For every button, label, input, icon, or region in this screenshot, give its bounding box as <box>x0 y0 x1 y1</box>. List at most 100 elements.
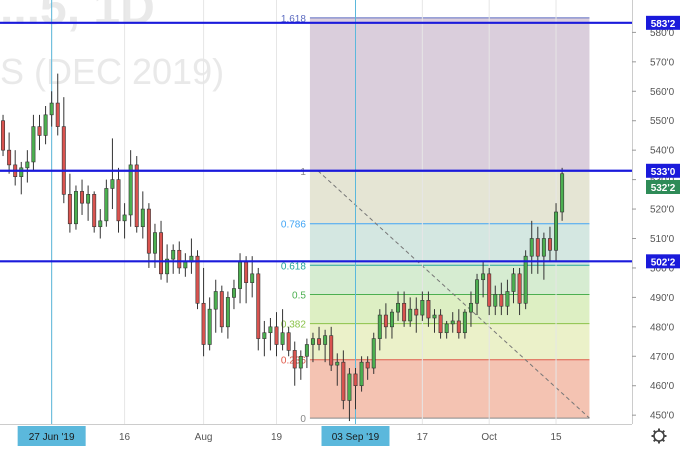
candle-down <box>383 314 388 328</box>
candle-up <box>165 258 170 275</box>
candle-down <box>256 273 261 339</box>
fib-zone <box>309 223 590 266</box>
x-tick-label: 17 <box>417 432 429 443</box>
fib-trend-line <box>317 170 590 419</box>
x-tick-label: Aug <box>195 432 213 443</box>
candle-up <box>280 332 285 345</box>
candle-down <box>146 208 151 254</box>
candle-down <box>92 194 97 228</box>
fib-level-label: 0.5 <box>292 290 306 301</box>
x-tick-label: 27 Jun '19 <box>29 432 75 443</box>
fib-level-label: 1 <box>300 167 306 178</box>
candle-down <box>195 255 200 304</box>
candle-up <box>560 173 565 213</box>
candle-down <box>67 194 72 225</box>
fib-level-label: 1.618 <box>281 14 306 25</box>
y-tick-label: 490'0 <box>650 293 675 304</box>
candle-up <box>104 188 109 222</box>
candle-down <box>177 249 182 269</box>
candle-up <box>43 114 48 136</box>
candle-down <box>517 273 522 304</box>
candle-up <box>468 302 473 313</box>
candle-up <box>152 232 157 254</box>
fib-zone <box>309 170 590 224</box>
candle-down <box>547 238 552 251</box>
candle-down <box>134 164 139 228</box>
price-axis-background <box>632 0 680 448</box>
candle-down <box>414 308 419 316</box>
candle-down <box>37 126 42 136</box>
candle-down <box>244 261 249 283</box>
candle-up <box>250 273 255 283</box>
price-tag-background <box>646 254 680 269</box>
candle-down <box>201 302 206 345</box>
fib-level-label: 0.618 <box>281 261 306 272</box>
fib-level-label: 0.382 <box>281 320 306 331</box>
x-tick-label: 16 <box>119 432 131 443</box>
candle-down <box>159 232 164 275</box>
fib-zone <box>309 294 590 324</box>
candle-up <box>408 308 413 322</box>
candle-up <box>225 297 230 328</box>
candle-down <box>499 294 504 307</box>
candle-down <box>365 361 370 369</box>
candle-down <box>61 126 66 195</box>
candle-up <box>475 279 480 304</box>
candle-up <box>347 373 352 401</box>
candle-up <box>554 211 559 251</box>
y-tick-label: 460'0 <box>650 381 675 392</box>
y-tick-label: 550'0 <box>650 116 675 127</box>
watermark-symbol-text: ...5, 1D <box>0 0 155 35</box>
candle-up <box>310 338 315 345</box>
candle-up <box>462 311 467 334</box>
candle-down <box>487 273 492 307</box>
horizontal-lines-layer <box>0 21 680 263</box>
y-tick-label: 580'0 <box>650 28 675 39</box>
candle-up <box>444 323 449 334</box>
gear-tooth <box>652 438 657 443</box>
candle-up <box>420 300 425 316</box>
gear-icon[interactable] <box>651 428 667 444</box>
y-tick-label: 520'0 <box>650 205 675 216</box>
candle-up <box>371 338 376 369</box>
candle-up <box>450 320 455 325</box>
watermark-contract-text: S (DEC 2019) <box>0 51 224 92</box>
candle-down <box>341 361 346 401</box>
candle-up <box>122 214 127 222</box>
candle-up <box>304 344 309 357</box>
candle-down <box>329 335 334 366</box>
time-label-highlight <box>17 426 86 446</box>
candle-up <box>98 220 103 228</box>
candle-up <box>25 161 30 169</box>
gear-tooth <box>661 429 666 434</box>
candle-up <box>86 194 91 204</box>
candle-down <box>1 120 6 151</box>
candle-down <box>80 191 85 204</box>
candle-down <box>402 302 407 322</box>
candle-up <box>541 238 546 257</box>
candle-up <box>529 238 534 257</box>
candle-down <box>7 149 12 166</box>
candle-up <box>183 261 188 269</box>
candle-down <box>286 332 291 351</box>
candle-up <box>481 273 486 281</box>
gear-tooth <box>652 429 657 434</box>
candle-up <box>359 361 364 387</box>
price-tag-label: 583'2 <box>651 19 676 30</box>
candle-up <box>110 179 115 189</box>
candle-up <box>396 302 401 313</box>
x-tick-label: Oct <box>481 432 497 443</box>
candle-up <box>268 326 273 334</box>
candle-down <box>426 300 431 319</box>
candle-up <box>377 314 382 339</box>
candle-up <box>19 167 24 177</box>
fib-level-label: 0 <box>300 414 306 425</box>
x-tick-label: 15 <box>550 432 562 443</box>
y-tick-label: 560'0 <box>650 87 675 98</box>
time-label-highlight <box>321 426 390 446</box>
candle-down <box>292 350 297 369</box>
